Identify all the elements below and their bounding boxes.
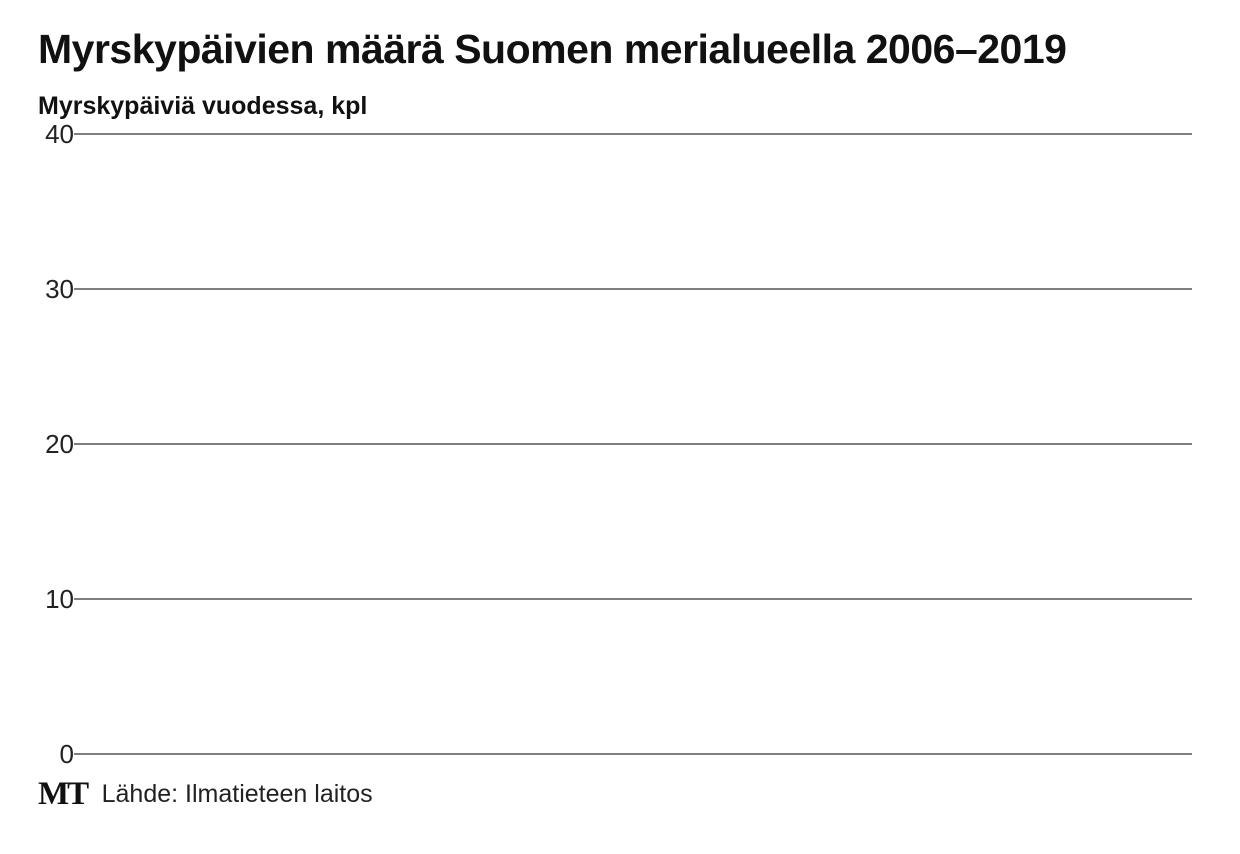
x-axis-category-labels: 06 07 08 09 10 11 12 13 14 15 16 17 18 19 (105, 715, 1168, 745)
category-label: 10 (422, 715, 452, 745)
category-label: 07 (184, 715, 214, 745)
gridlines (74, 133, 1192, 755)
category-label: 06 (105, 715, 135, 745)
category-label: 14 (740, 715, 770, 745)
bar-10 (400, 373, 474, 754)
y-tick-label: 10 (45, 584, 74, 614)
category-label: 15 (820, 715, 850, 745)
category-label: 09 (343, 715, 373, 745)
bar-11 (480, 216, 554, 754)
bars (83, 185, 1190, 754)
bar-08 (241, 247, 315, 754)
bar-16 (877, 421, 951, 754)
footer: MT Lähde: Ilmatieteen laitos (38, 776, 373, 816)
category-label: 08 (264, 715, 294, 745)
bar-photo-fill (80, 120, 1200, 760)
category-label: 16 (899, 715, 929, 745)
chart-subtitle: Myrskypäiviä vuodessa, kpl (38, 92, 368, 120)
bar-19 (1115, 359, 1189, 754)
category-label: 13 (661, 715, 691, 745)
chart-title: Myrskypäivien määrä Suomen merialueella … (38, 26, 1067, 72)
category-label: 11 (503, 715, 532, 745)
bar-18 (1036, 373, 1110, 754)
y-axis-tick-labels: 0 10 20 30 40 (45, 119, 74, 769)
source-note: Lähde: Ilmatieteen laitos (101, 780, 373, 808)
bar-15 (797, 216, 871, 754)
bar-07 (162, 185, 236, 754)
category-label: 17 (978, 715, 1008, 745)
y-tick-label: 40 (45, 119, 74, 149)
category-label: 12 (581, 715, 611, 745)
y-tick-label: 20 (45, 429, 74, 459)
mt-logo: MT (38, 776, 89, 812)
y-tick-label: 30 (45, 274, 74, 304)
bar-17 (956, 323, 1030, 754)
bar-12 (559, 418, 633, 754)
category-label: 19 (1137, 715, 1167, 745)
bar-13 (639, 421, 713, 754)
y-tick-label: 0 (60, 739, 74, 769)
category-label: 18 (1058, 715, 1088, 745)
